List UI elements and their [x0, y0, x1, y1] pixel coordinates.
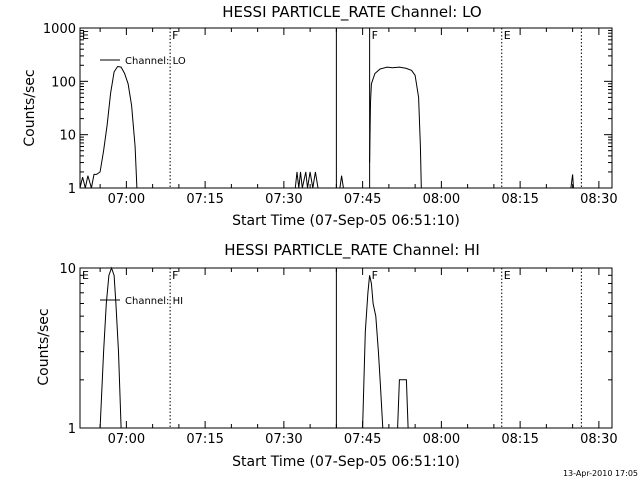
plot-frame: [79, 267, 613, 429]
x-tick-label: 08:30: [580, 432, 617, 447]
x-tick-label: 08:00: [423, 432, 460, 447]
series-line: [397, 379, 409, 429]
x-tick-label: 07:15: [186, 192, 223, 207]
series-line: [99, 266, 122, 429]
x-tick-label: 07:00: [108, 192, 145, 207]
event-marker-label: E: [504, 269, 511, 282]
legend-label: Channel: HI: [125, 296, 183, 307]
event-marker-label: F: [172, 29, 178, 42]
series-line: [570, 174, 574, 189]
x-tick-label: 07:45: [344, 192, 381, 207]
y-tick-label: 1000: [43, 22, 76, 37]
y-axis-label: Counts/sec: [36, 308, 52, 385]
chart-title: HESSI PARTICLE_RATE Channel: HI: [224, 241, 480, 260]
event-marker-label: F: [172, 269, 178, 282]
series-line: [339, 175, 344, 189]
y-tick-label: 1: [68, 182, 76, 197]
x-tick-label: 08:15: [501, 432, 538, 447]
x-axis-label: Start Time (07-Sep-05 06:51:10): [232, 454, 460, 470]
x-tick-label: 08:00: [423, 192, 460, 207]
y-tick-label: 10: [59, 262, 76, 277]
x-tick-label: 07:30: [265, 192, 302, 207]
series-line: [369, 66, 422, 189]
event-marker-label: F: [372, 29, 378, 42]
y-tick-label: 10: [59, 129, 76, 144]
plot-area: 07:00 07:15 07:30 07:45 08:00 08:15 08:30 1 10 E F…: [59, 262, 617, 447]
y-tick-label: 100: [51, 75, 76, 90]
event-marker-label: F: [372, 269, 378, 282]
lo-channel-panel: HESSI PARTICLE_RATE Channel: LO Counts/s…: [22, 3, 618, 229]
x-tick-label: 07:15: [186, 432, 223, 447]
plot-frame: [79, 27, 613, 189]
series-line: [362, 275, 384, 429]
x-tick-label: 08:15: [501, 192, 538, 207]
plot-area: 07:00 07:15 07:30 07:45 08:00 08:15 08:30 1 10 10…: [43, 22, 618, 207]
x-tick-label: 08:30: [580, 192, 617, 207]
timestamp: 13-Apr-2010 17:05: [563, 469, 638, 478]
series-line: [79, 65, 138, 189]
x-axis-label: Start Time (07-Sep-05 06:51:10): [232, 213, 460, 229]
x-tick-label: 07:45: [344, 432, 381, 447]
chart-title: HESSI PARTICLE_RATE Channel: LO: [222, 3, 481, 22]
event-marker-label: E: [82, 269, 89, 282]
hi-channel-panel: HESSI PARTICLE_RATE Channel: HI Counts/s…: [36, 241, 618, 470]
event-marker-label: E: [82, 29, 89, 42]
legend-label: Channel: LO: [125, 56, 186, 67]
x-tick-label: 07:00: [108, 432, 145, 447]
x-tick-label: 07:30: [265, 432, 302, 447]
y-tick-label: 1: [68, 422, 76, 437]
series-line: [294, 171, 319, 189]
y-axis-label: Counts/sec: [22, 69, 38, 146]
event-marker-label: E: [504, 29, 511, 42]
